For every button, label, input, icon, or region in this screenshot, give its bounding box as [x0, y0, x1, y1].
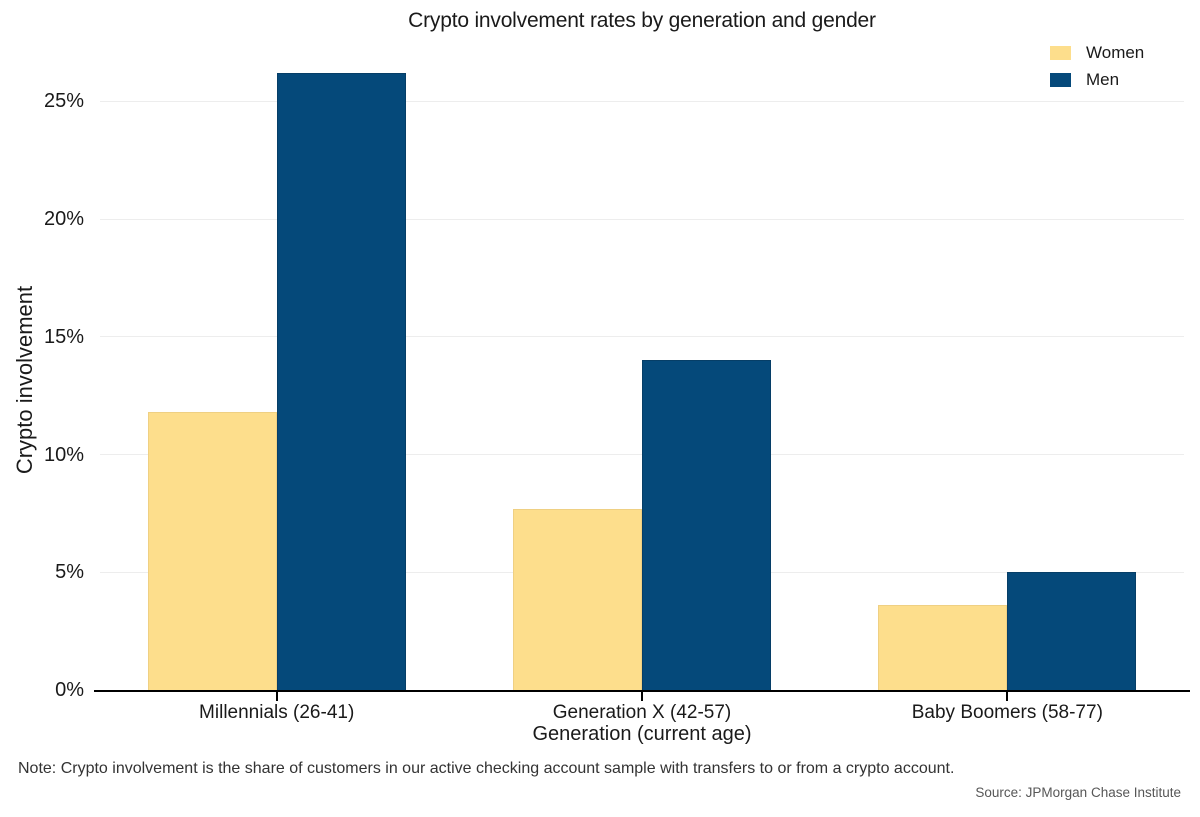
bar-women-group-2	[513, 508, 642, 690]
x-tick-3	[1006, 692, 1009, 701]
x-tick-label-2: Generation X (42-57)	[552, 702, 732, 723]
bar-men-group-3	[1007, 572, 1137, 690]
legend-label-women: Women	[1086, 43, 1145, 62]
y-tick-label-15: 15%	[43, 325, 84, 348]
x-tick-label-3: Baby Boomers (58-77)	[911, 702, 1103, 723]
y-tick-label-10: 10%	[43, 443, 84, 466]
legend-label-men: Men	[1086, 70, 1120, 89]
bar-men-group-2	[642, 360, 771, 690]
x-axis-title: Generation (current age)	[532, 723, 752, 745]
bar-women-group-1	[147, 412, 277, 690]
y-tick-label-20: 20%	[43, 208, 84, 231]
x-tick-1	[275, 692, 278, 701]
note-text: Note: Crypto involvement is the share of…	[18, 760, 955, 777]
legend-swatch-women-icon	[1050, 45, 1071, 60]
y-tick-label-0: 0%	[55, 679, 84, 701]
legend-item-women: Women	[1050, 44, 1144, 61]
gridline-20	[100, 218, 1184, 220]
y-tick-label-25: 25%	[43, 90, 84, 113]
x-tick-2	[641, 692, 643, 701]
bar-women-group-3	[878, 605, 1008, 690]
chart-title: Crypto involvement rates by generation a…	[408, 9, 876, 32]
legend-item-men: Men	[1050, 71, 1144, 88]
y-tick-label-5: 5%	[55, 561, 84, 584]
source-text: Source: JPMorgan Chase Institute	[975, 785, 1181, 800]
bar-men-group-1	[276, 73, 406, 690]
legend-swatch-men-icon	[1050, 72, 1071, 87]
gridline-15	[100, 336, 1184, 338]
legend: Women Men	[1050, 44, 1144, 88]
plot-area: 0% 5% 10% 15% 20% 25% Millennials (26-41) Gener…	[44, 45, 1190, 723]
gridline-25	[100, 100, 1184, 102]
x-tick-label-1: Millennials (26-41)	[199, 702, 355, 723]
